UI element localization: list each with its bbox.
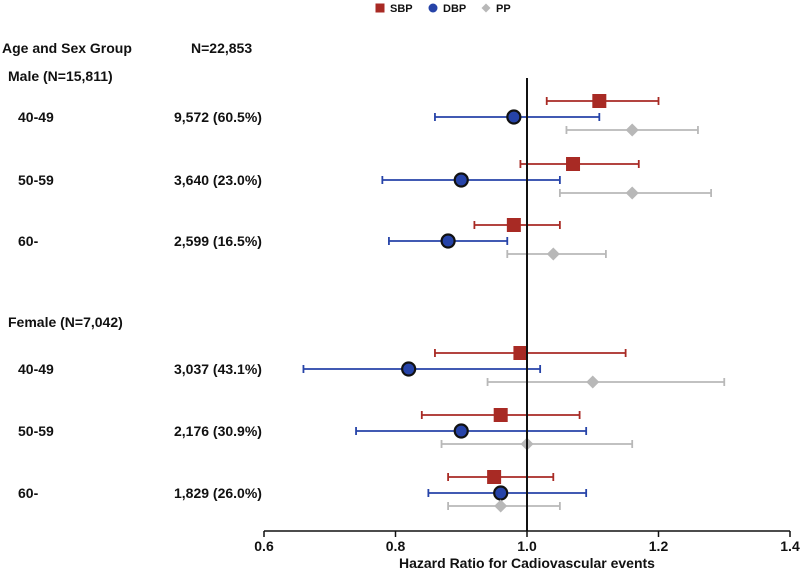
header-n-label: N=22,853 (191, 40, 252, 56)
hr-point-sbp (592, 94, 607, 108)
row-group-label: 50-59 (18, 423, 54, 439)
hr-point-sbp (487, 470, 502, 484)
hr-point-sbp (566, 157, 581, 171)
header-group-label: Age and Sex Group (2, 40, 132, 56)
row-group-label: 40-49 (18, 361, 54, 377)
x-tick-label: 1.4 (780, 538, 800, 554)
legend-marker-dbp (428, 3, 438, 13)
hr-point-pp (546, 247, 560, 261)
legend-marker-sbp (375, 3, 385, 13)
row-group-label: 60- (18, 233, 39, 249)
hr-point-dbp (453, 423, 469, 439)
hr-point-sbp (506, 218, 521, 232)
row-n-label: 1,829 (26.0%) (174, 485, 262, 501)
row-n-label: 2,599 (16.5%) (174, 233, 262, 249)
hr-point-pp (625, 123, 639, 137)
legend-label-pp: PP (496, 3, 511, 15)
hr-point-pp (586, 375, 600, 389)
hr-point-sbp (493, 408, 508, 422)
section-label: Female (N=7,042) (8, 314, 123, 330)
hr-point-pp (494, 499, 508, 513)
row-group-label: 40-49 (18, 109, 54, 125)
legend: SBP DBP PP (375, 3, 511, 15)
hr-point-dbp (493, 485, 509, 501)
x-tick-label: 0.6 (254, 538, 274, 554)
x-axis-title: Hazard Ratio for Cadiovascular events (399, 555, 655, 571)
row-group-label: 60- (18, 485, 39, 501)
hr-point-dbp (440, 233, 456, 249)
x-tick-label: 0.8 (386, 538, 406, 554)
hr-point-dbp (506, 109, 522, 125)
legend-label-sbp: SBP (390, 3, 413, 15)
x-tick-label: 1.0 (517, 538, 537, 554)
row-n-label: 9,572 (60.5%) (174, 109, 262, 125)
hr-point-pp (625, 186, 639, 200)
row-n-label: 2,176 (30.9%) (174, 423, 262, 439)
legend-marker-pp (481, 3, 491, 13)
row-n-label: 3,640 (23.0%) (174, 172, 262, 188)
hr-point-dbp (453, 172, 469, 188)
row-group-label: 50-59 (18, 172, 54, 188)
hr-point-dbp (401, 361, 417, 377)
x-tick-label: 1.2 (649, 538, 669, 554)
section-label: Male (N=15,811) (8, 68, 113, 84)
legend-label-dbp: DBP (443, 3, 466, 15)
forest-marks (302, 78, 726, 531)
x-axis: 0.6 0.8 1.0 1.2 1.4 (254, 530, 800, 554)
forest-rows: Male (N=15,811) 40-49 9,572 (60.5%) 50-59 3,… (8, 68, 262, 501)
hr-point-sbp (513, 346, 528, 360)
row-n-label: 3,037 (43.1%) (174, 361, 262, 377)
